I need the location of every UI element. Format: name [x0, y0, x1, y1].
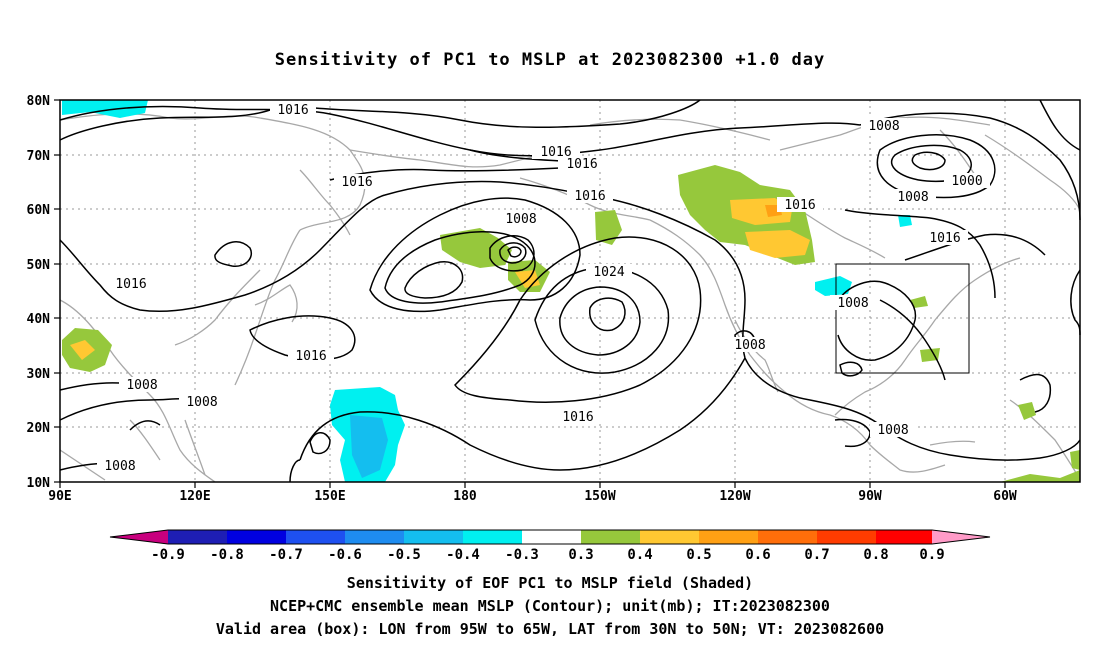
colorbar-cell	[345, 530, 404, 544]
contour-label: 1016	[341, 175, 372, 190]
lat-label: 20N	[27, 421, 51, 436]
contour-labels: 1016 1016 1016 1016 1016 1016 1016 1016 …	[97, 102, 990, 474]
colorbar-label: -0.4	[446, 547, 480, 563]
contour-label: 1008	[126, 378, 157, 393]
colorbar-label: -0.7	[269, 547, 303, 563]
colorbar-cell	[640, 530, 699, 544]
colorbar-label: 0.5	[686, 547, 711, 563]
contour-label: 1016	[295, 349, 326, 364]
lat-label: 60N	[27, 203, 51, 218]
colorbar-cell	[758, 530, 817, 544]
latitude-labels: 80N 70N 60N 50N 40N 30N 20N 10N	[27, 94, 51, 491]
lon-label: 150E	[314, 489, 345, 504]
caption-line-1: Sensitivity of EOF PC1 to MSLP field (Sh…	[346, 574, 754, 592]
lon-label: 120E	[179, 489, 210, 504]
colorbar-label: 0.3	[568, 547, 593, 563]
contour-label: 1008	[868, 119, 899, 134]
contour-label: 1008	[734, 338, 765, 353]
colorbar-label: 0.6	[745, 547, 770, 563]
colorbar-label: -0.8	[210, 547, 244, 563]
colorbar-cell	[168, 530, 227, 544]
colorbar: -0.9 -0.8 -0.7 -0.6 -0.5 -0.4 -0.3 0.3 0…	[109, 529, 991, 563]
contour-label: 1016	[562, 410, 593, 425]
axis-ticks	[54, 99, 1006, 488]
lon-label: 180	[453, 489, 477, 504]
colorbar-label: 0.4	[627, 547, 652, 563]
colorbar-cell	[463, 530, 522, 544]
longitude-labels: 90E 120E 150E 180 150W 120W 90W 60W	[48, 489, 1017, 504]
lon-label: 120W	[719, 489, 750, 504]
colorbar-cell	[876, 530, 932, 544]
contour-label: 1016	[929, 231, 960, 246]
lat-label: 50N	[27, 258, 51, 273]
colorbar-cell	[581, 530, 640, 544]
lon-label: 90E	[48, 489, 71, 504]
colorbar-arrow-left	[110, 530, 168, 544]
colorbar-label: 0.7	[804, 547, 829, 563]
contour-label: 1008	[505, 212, 536, 227]
contour-label: 1000	[951, 174, 982, 189]
colorbar-cell	[286, 530, 345, 544]
lon-label: 90W	[858, 489, 882, 504]
lon-label: 150W	[584, 489, 615, 504]
lat-label: 40N	[27, 312, 51, 327]
colorbar-cell	[699, 530, 758, 544]
colorbar-cell	[404, 530, 463, 544]
contour-label: 1016	[784, 198, 815, 213]
colorbar-label: -0.9	[151, 547, 185, 563]
shaded-sensitivity	[62, 100, 1080, 482]
contour-label: 1016	[574, 189, 605, 204]
caption-line-2: NCEP+CMC ensemble mean MSLP (Contour); u…	[270, 597, 830, 615]
colorbar-cell	[817, 530, 876, 544]
lat-label: 10N	[27, 476, 51, 491]
contour-label: 1024	[593, 265, 624, 280]
mslp-contours	[59, 99, 1081, 483]
contour-label: 1016	[277, 103, 308, 118]
map-frame	[59, 99, 1081, 483]
contour-label: 1008	[877, 423, 908, 438]
valid-area-box	[835, 263, 970, 374]
colorbar-label: -0.5	[387, 547, 421, 563]
colorbar-arrow-right	[932, 530, 990, 544]
lat-label: 70N	[27, 149, 51, 164]
contour-label: 1008	[104, 459, 135, 474]
colorbar-cell	[522, 530, 581, 544]
lon-label: 60W	[993, 489, 1017, 504]
lat-label: 30N	[27, 367, 51, 382]
colorbar-label: -0.6	[328, 547, 362, 563]
lat-label: 80N	[27, 94, 51, 109]
colorbar-label: 0.8	[863, 547, 888, 563]
colorbar-label: 0.9	[919, 547, 944, 563]
contour-label: 1008	[897, 190, 928, 205]
caption-line-3: Valid area (box): LON from 95W to 65W, L…	[215, 620, 885, 638]
coastlines	[59, 113, 1081, 483]
chart-title: Sensitivity of PC1 to MSLP at 2023082300…	[274, 50, 826, 70]
contour-label: 1016	[115, 277, 146, 292]
colorbar-cell	[227, 530, 286, 544]
contour-label: 1016	[566, 157, 597, 172]
contour-label: 1008	[186, 395, 217, 410]
contour-label: 1008	[837, 296, 868, 311]
colorbar-label: -0.3	[505, 547, 539, 563]
